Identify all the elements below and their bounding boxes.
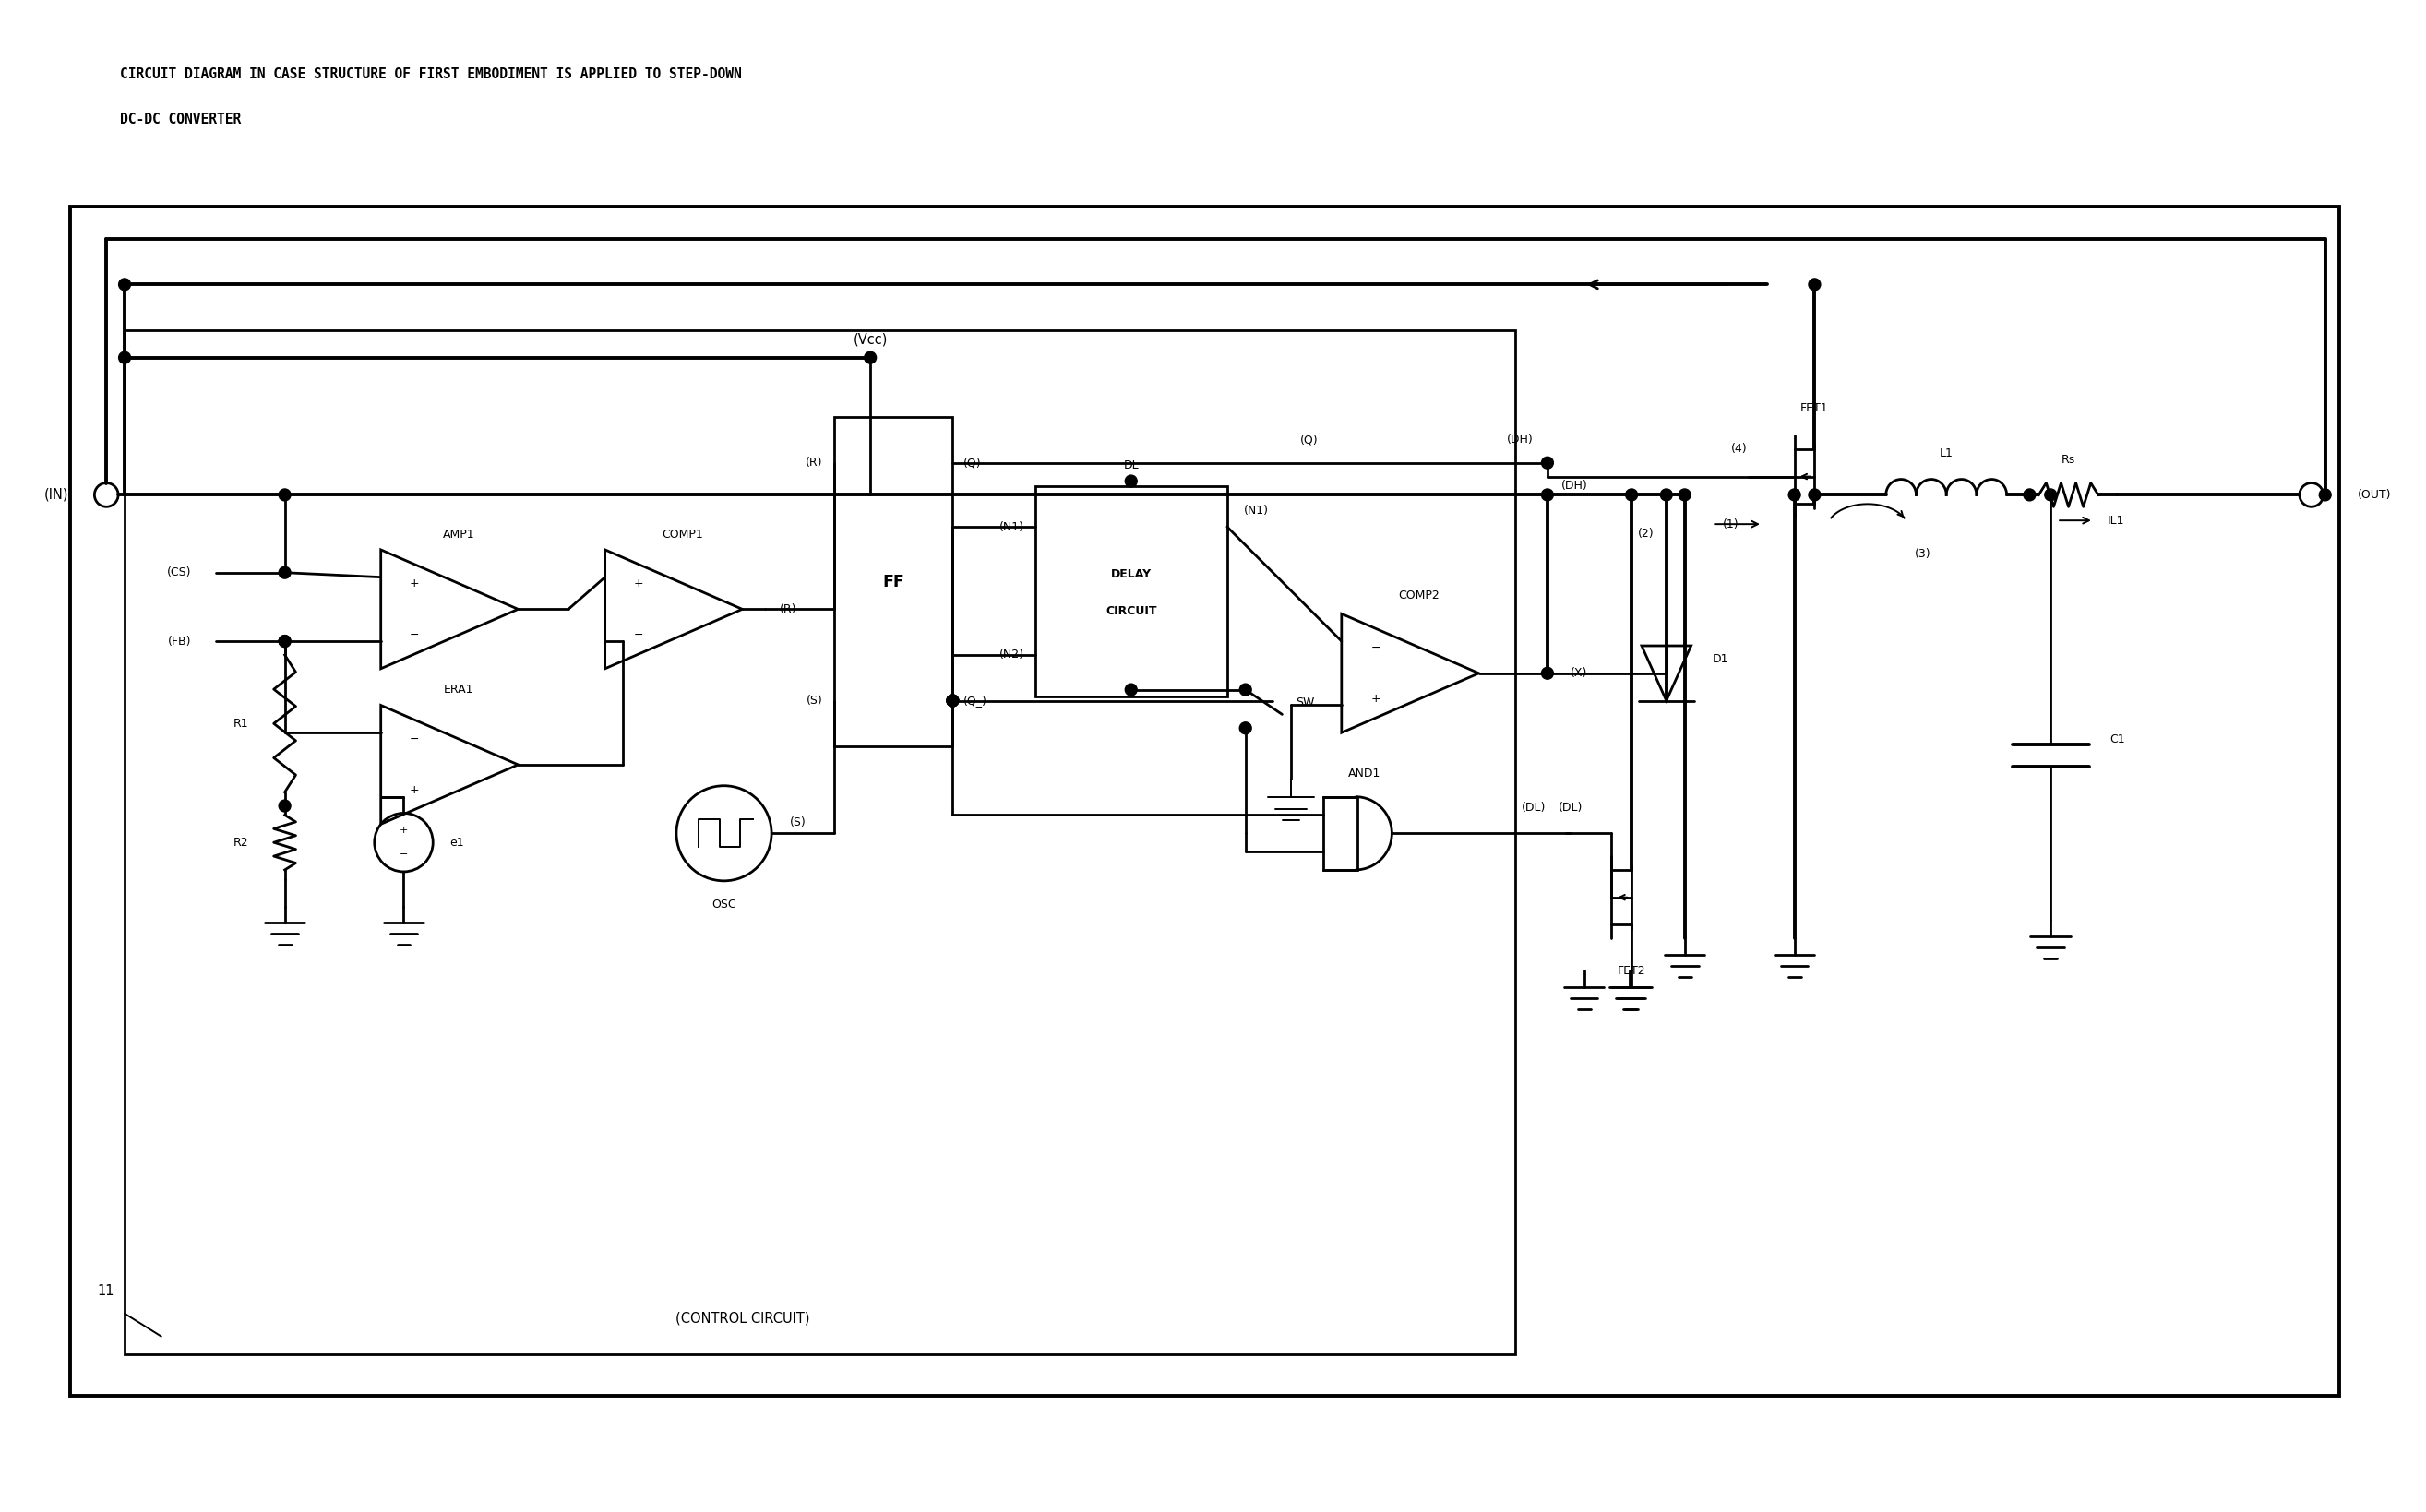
Text: (Q): (Q) (963, 457, 983, 469)
Text: (3): (3) (1914, 549, 1931, 561)
Text: (CS): (CS) (167, 567, 192, 579)
Bar (1322, 797, 1356, 869)
Text: AND1: AND1 (1349, 768, 1380, 780)
Circle shape (279, 800, 291, 812)
Text: R1: R1 (233, 718, 247, 729)
Text: (DH): (DH) (1507, 434, 1533, 446)
Text: −: − (410, 733, 420, 745)
Text: (X): (X) (1570, 667, 1587, 679)
Circle shape (1126, 683, 1138, 696)
Text: e1: e1 (449, 836, 463, 848)
Text: (R): (R) (805, 457, 822, 469)
Text: D1: D1 (1713, 653, 1727, 665)
Circle shape (2023, 488, 2035, 500)
Circle shape (864, 488, 876, 500)
Text: −: − (633, 629, 643, 641)
Text: (IN): (IN) (44, 488, 68, 502)
Text: −: − (1371, 641, 1380, 653)
Text: C1: C1 (2111, 733, 2125, 745)
Text: −: − (410, 629, 420, 641)
Text: (DL): (DL) (1521, 801, 1545, 813)
Circle shape (2319, 488, 2331, 500)
Circle shape (119, 352, 131, 363)
Text: R2: R2 (233, 836, 247, 848)
Circle shape (1810, 278, 1820, 290)
Text: DL: DL (1123, 460, 1138, 472)
Circle shape (119, 278, 131, 290)
Circle shape (1679, 488, 1691, 500)
Text: ERA1: ERA1 (444, 683, 473, 696)
Text: (S): (S) (805, 694, 822, 706)
Circle shape (279, 567, 291, 579)
Circle shape (864, 352, 876, 363)
Text: (Q_): (Q_) (963, 694, 987, 706)
Bar (124, 330, 1516, 1355)
Text: +: + (400, 826, 408, 835)
Circle shape (1126, 475, 1138, 487)
Text: CIRCUIT DIAGRAM IN CASE STRUCTURE OF FIRST EMBODIMENT IS APPLIED TO STEP-DOWN: CIRCUIT DIAGRAM IN CASE STRUCTURE OF FIR… (119, 67, 742, 82)
Text: DELAY: DELAY (1111, 569, 1152, 581)
Text: L1: L1 (1938, 448, 1953, 460)
Text: COMP2: COMP2 (1400, 590, 1441, 602)
Text: FET2: FET2 (1618, 965, 1645, 977)
Text: (Vcc): (Vcc) (854, 333, 888, 346)
Text: DC-DC CONVERTER: DC-DC CONVERTER (119, 113, 240, 127)
Text: Rs: Rs (2062, 454, 2077, 466)
Circle shape (279, 635, 291, 647)
Text: (N1): (N1) (1000, 520, 1024, 532)
Text: (CONTROL CIRCUIT): (CONTROL CIRCUIT) (674, 1311, 810, 1325)
Text: IL1: IL1 (2108, 514, 2125, 526)
Text: (1): (1) (1722, 519, 1739, 531)
Text: (R): (R) (779, 603, 796, 615)
Text: OSC: OSC (711, 898, 735, 910)
Circle shape (1541, 667, 1553, 679)
Text: (4): (4) (1732, 443, 1747, 455)
Circle shape (1810, 488, 1820, 500)
Circle shape (1240, 723, 1252, 733)
Text: (DH): (DH) (1562, 479, 1587, 491)
Circle shape (946, 694, 958, 706)
Text: AMP1: AMP1 (442, 528, 475, 540)
Text: (OUT): (OUT) (2358, 488, 2392, 500)
Text: (S): (S) (791, 816, 805, 829)
Bar (1036, 485, 1228, 696)
Text: 11: 11 (97, 1284, 114, 1297)
Text: (DL): (DL) (1557, 801, 1582, 813)
Circle shape (1240, 683, 1252, 696)
Bar (835, 417, 953, 747)
Text: SW: SW (1295, 697, 1315, 709)
Circle shape (279, 635, 291, 647)
Text: FF: FF (883, 573, 905, 590)
Text: (N1): (N1) (1245, 505, 1269, 517)
Circle shape (1659, 488, 1672, 500)
Circle shape (279, 488, 291, 500)
Text: CIRCUIT: CIRCUIT (1106, 605, 1157, 617)
Circle shape (1625, 488, 1638, 500)
Circle shape (1541, 457, 1553, 469)
Text: (2): (2) (1638, 528, 1655, 540)
Bar (70, 207, 2339, 1396)
Text: +: + (410, 578, 420, 590)
Text: (FB): (FB) (167, 635, 192, 647)
Text: (N2): (N2) (1000, 649, 1024, 661)
Text: COMP1: COMP1 (662, 528, 704, 540)
Text: +: + (410, 785, 420, 797)
Circle shape (946, 694, 958, 706)
Text: (Q): (Q) (1300, 434, 1320, 446)
Circle shape (1541, 488, 1553, 500)
Text: +: + (633, 578, 643, 590)
Circle shape (2045, 488, 2057, 500)
Text: −: − (400, 850, 408, 859)
Circle shape (946, 694, 958, 706)
Circle shape (1788, 488, 1800, 500)
Text: +: + (1371, 692, 1380, 705)
Text: FET1: FET1 (1800, 402, 1829, 414)
